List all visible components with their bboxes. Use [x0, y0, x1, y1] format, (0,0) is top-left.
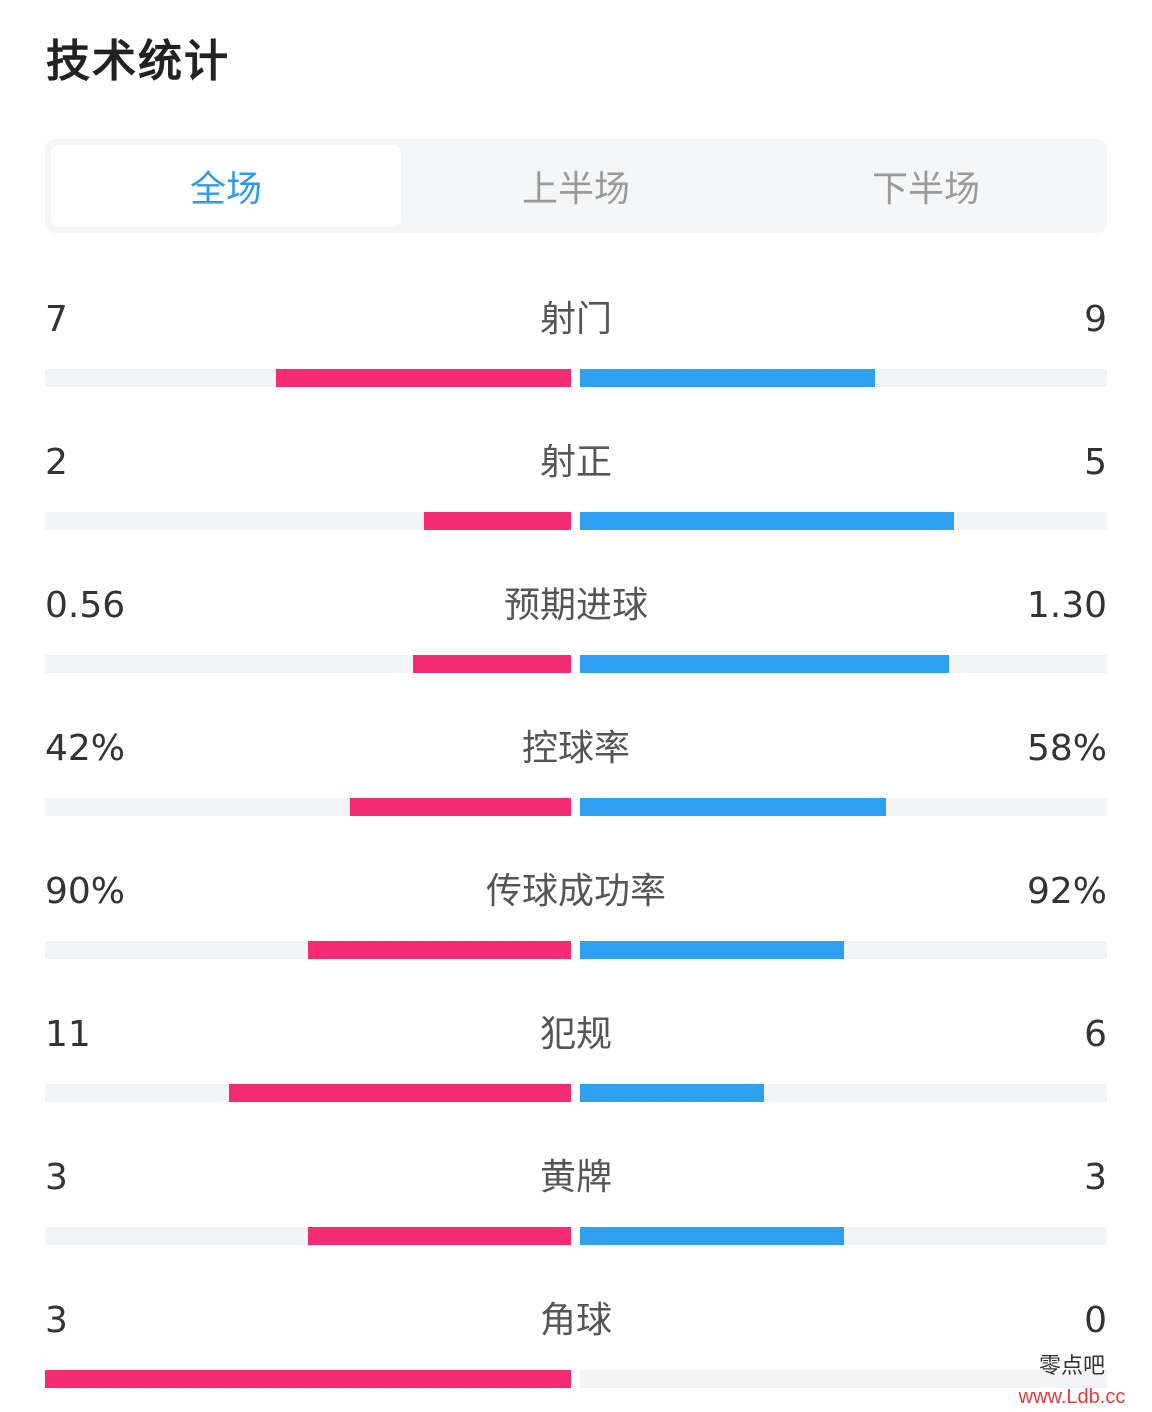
home-bar-track — [45, 1370, 571, 1388]
home-bar — [45, 1370, 571, 1388]
stat-label: 预期进球 — [503, 585, 648, 626]
home-bar — [423, 512, 571, 530]
away-bar-track — [580, 512, 1107, 530]
home-bar — [413, 655, 571, 673]
page-title: 技术统计 — [46, 36, 230, 87]
stat-label: 犯规 — [539, 1014, 612, 1055]
away-bar-track — [580, 369, 1107, 387]
tab-second-half[interactable]: 下半场 — [871, 169, 980, 210]
away-value: 3 — [1084, 1157, 1107, 1198]
home-bar-track — [45, 655, 571, 673]
stat-shots: 7 射门 9 — [45, 292, 1107, 392]
home-bar-track — [45, 1227, 571, 1245]
away-bar — [580, 798, 886, 816]
away-value: 92% — [1026, 871, 1107, 912]
away-bar-track — [580, 655, 1107, 673]
home-value: 7 — [45, 299, 68, 340]
stat-pass-accuracy: 90% 传球成功率 92% — [45, 864, 1107, 964]
home-value: 90% — [45, 871, 126, 912]
away-bar — [580, 1227, 844, 1245]
home-bar-track — [45, 512, 571, 530]
home-value: 0.56 — [45, 585, 126, 626]
home-bar — [350, 798, 571, 816]
stat-label: 传球成功率 — [485, 871, 666, 912]
home-bar-track — [45, 941, 571, 959]
away-bar — [580, 941, 844, 959]
away-value: 0 — [1084, 1300, 1107, 1341]
stat-corners: 3 角球 0 — [45, 1293, 1107, 1393]
watermark-url: www.Ldb.cc — [1018, 1386, 1126, 1408]
stat-label: 黄牌 — [539, 1157, 612, 1198]
home-bar — [229, 1084, 571, 1102]
home-value: 42% — [45, 728, 126, 769]
away-bar-track — [580, 1370, 1107, 1388]
stat-label: 射正 — [539, 442, 612, 483]
home-bar-track — [45, 369, 571, 387]
away-value: 6 — [1084, 1014, 1107, 1055]
tab-full-match[interactable]: 全场 — [51, 145, 401, 227]
away-bar — [580, 1084, 765, 1102]
stat-possession: 42% 控球率 58% — [45, 721, 1107, 821]
home-bar — [276, 369, 571, 387]
away-bar — [580, 369, 876, 387]
home-bar — [308, 941, 571, 959]
stat-yellow-cards: 3 黄牌 3 — [45, 1150, 1107, 1250]
away-bar-track — [580, 1084, 1107, 1102]
away-bar-track — [580, 941, 1107, 959]
home-value: 11 — [45, 1014, 91, 1055]
stat-label: 控球率 — [521, 728, 630, 769]
stat-shots-on-target: 2 射正 5 — [45, 435, 1107, 535]
stat-expected-goals: 0.56 预期进球 1.30 — [45, 578, 1107, 678]
watermark-name: 零点吧 — [1038, 1354, 1105, 1379]
period-tabs: 全场 上半场 下半场 — [45, 139, 1107, 233]
away-value: 9 — [1084, 299, 1107, 340]
watermark: 零点吧 www.Ldb.cc — [1002, 1352, 1142, 1412]
home-bar-track — [45, 798, 571, 816]
home-value: 3 — [45, 1157, 68, 1198]
home-bar — [308, 1227, 571, 1245]
away-bar — [580, 655, 949, 673]
stat-label: 角球 — [539, 1300, 612, 1341]
home-bar-track — [45, 1084, 571, 1102]
away-bar — [580, 512, 955, 530]
stat-fouls: 11 犯规 6 — [45, 1007, 1107, 1107]
tab-first-half[interactable]: 上半场 — [521, 169, 630, 210]
away-bar-track — [580, 1227, 1107, 1245]
home-value: 3 — [45, 1300, 68, 1341]
away-value: 1.30 — [1026, 585, 1107, 626]
stat-label: 射门 — [539, 299, 612, 340]
home-value: 2 — [45, 442, 68, 483]
away-bar-track — [580, 798, 1107, 816]
away-value: 58% — [1026, 728, 1107, 769]
away-value: 5 — [1084, 442, 1107, 483]
